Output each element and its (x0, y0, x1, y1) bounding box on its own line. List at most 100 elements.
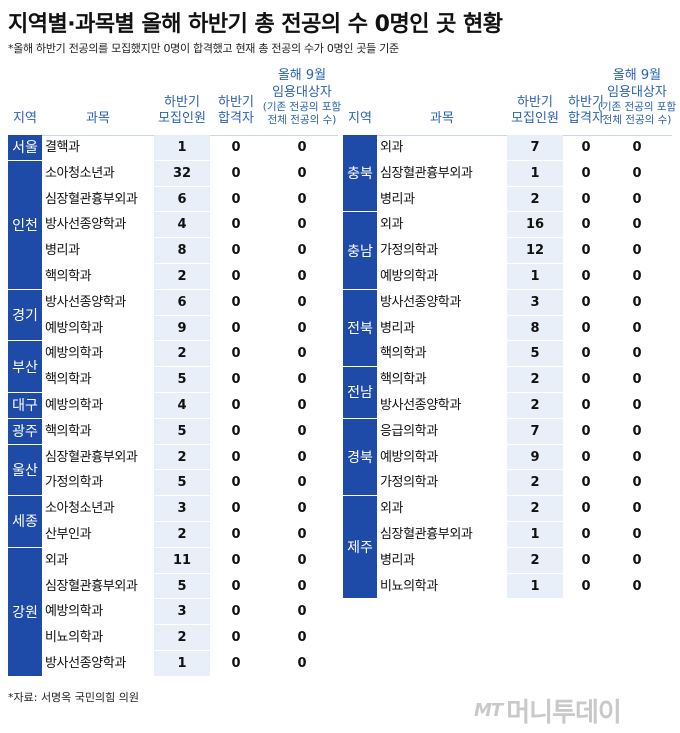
region-label: 충북 (343, 135, 377, 212)
recruit-cell: 5 (177, 475, 187, 491)
header-region: 지역 (348, 111, 372, 126)
table-row: 심장혈관흉부외과 6 0 0 (8, 187, 338, 212)
region-label: 경북 (343, 418, 377, 496)
row-separator (154, 314, 210, 316)
recruit-cell: 6 (177, 191, 187, 207)
row-separator (507, 598, 563, 600)
total-cell: 0 (297, 191, 307, 207)
table-header: 지역 과목 하반기 모집인원 하반기 합격자 올해 9월 임용대상자 (기존 전… (8, 62, 341, 136)
subject-cell: 심장혈관흉부외과 (380, 527, 473, 542)
region-label: 강원 (8, 547, 42, 676)
table-row: 산부인과 2 0 0 (8, 522, 338, 547)
total-cell: 0 (297, 578, 307, 594)
pass-cell: 0 (231, 552, 241, 568)
subject-cell: 산부인과 (45, 527, 92, 542)
subject-cell: 응급의학과 (380, 423, 438, 439)
subject-cell: 결핵과 (45, 140, 80, 155)
recruit-cell: 1 (177, 656, 187, 671)
row-separator (154, 211, 210, 213)
recruit-cell: 3 (177, 604, 187, 620)
header-september: 올해 9월 임용대상자 (기존 전공의 포함 전체 전공의 수) (597, 67, 677, 127)
table-row: 외과 2 0 0 (343, 496, 672, 521)
pass-cell: 0 (581, 243, 591, 259)
subject-cell: 핵의학과 (380, 346, 427, 362)
table-row: 방사선종양학과 3 0 0 (343, 290, 672, 315)
header-pass-line1: 하반기 (568, 95, 604, 110)
row-separator (507, 185, 563, 187)
subject-cell: 핵의학과 (45, 372, 92, 388)
total-cell: 0 (297, 552, 307, 568)
left-table: 지역 과목 하반기 모집인원 하반기 합격자 올해 9월 임용대상자 (기존 전… (8, 62, 341, 677)
header-pass: 하반기 합격자 (563, 95, 609, 127)
recruit-cell: 3 (530, 294, 540, 310)
header-pass: 하반기 합격자 (210, 95, 262, 127)
pass-cell: 0 (581, 294, 591, 310)
table-row: 결핵과 1 0 0 (8, 135, 338, 160)
logo-mark: MT (474, 700, 503, 721)
table-header: 지역 과목 하반기 모집인원 하반기 합격자 올해 9월 임용대상자 (기존 전… (343, 62, 676, 136)
table-row: 방사선종양학과 6 0 0 (8, 290, 338, 315)
recruit-cell: 4 (177, 217, 187, 233)
table-row: 예방의학과 3 0 0 (8, 599, 338, 624)
subject-cell: 핵의학과 (45, 269, 92, 284)
subject-cell: 예방의학과 (45, 346, 103, 362)
subject-cell: 외과 (380, 501, 404, 517)
subject-cell: 외과 (45, 552, 69, 568)
subject-cell: 심장혈관흉부외과 (380, 165, 473, 181)
row-separator (507, 366, 563, 368)
recruit-cell: 5 (177, 372, 187, 388)
pass-cell: 0 (581, 398, 591, 413)
logo: MT 머니투데이 (474, 692, 622, 729)
page-title: 지역별·과목별 올해 하반기 총 전공의 수 0명인 곳 현황 (8, 12, 503, 37)
recruit-cell: 32 (172, 165, 192, 181)
recruit-cell: 8 (530, 320, 540, 336)
table-row: 외과 11 0 0 (8, 548, 338, 573)
header-sept-line3: (기존 전공의 포함 (262, 101, 342, 113)
pass-cell: 0 (231, 423, 241, 439)
subject-cell: 방사선종양학과 (45, 294, 126, 310)
header-region: 지역 (13, 111, 37, 126)
table-row: 병리과 2 0 0 (343, 187, 672, 212)
region-label: 세종 (8, 496, 42, 547)
recruit-cell: 2 (530, 475, 540, 491)
row-separator (507, 211, 563, 213)
row-separator (154, 546, 210, 548)
table-row: 소아청소년과 3 0 0 (8, 496, 338, 521)
table-row: 심장혈관흉부외과 5 0 0 (8, 574, 338, 599)
recruit-cell: 16 (525, 217, 545, 233)
pass-cell: 0 (581, 165, 591, 181)
page-subtitle: *올해 하반기 전공의를 모집했지만 0명이 합격했고 현재 총 전공의 수가 … (8, 42, 399, 55)
table-row: 비뇨의학과 2 0 0 (8, 625, 338, 650)
subject-cell: 가정의학과 (45, 475, 103, 491)
row-separator (507, 469, 563, 471)
total-cell: 0 (297, 140, 307, 155)
table-row: 외과 7 0 0 (343, 135, 672, 160)
row-separator (154, 624, 210, 626)
recruit-cell: 1 (530, 165, 540, 181)
total-cell: 0 (632, 165, 642, 181)
table-row: 예방의학과 9 0 0 (343, 445, 672, 470)
total-cell: 0 (297, 243, 307, 259)
total-cell: 0 (632, 140, 642, 155)
pass-cell: 0 (231, 604, 241, 620)
total-cell: 0 (297, 423, 307, 439)
recruit-column-shade (507, 135, 563, 213)
table-row: 예방의학과 9 0 0 (8, 316, 338, 341)
header-sept-line1: 올해 9월 (277, 68, 327, 83)
pass-cell: 0 (231, 269, 241, 284)
table-row: 예방의학과 2 0 0 (8, 341, 338, 366)
pass-cell: 0 (231, 346, 241, 362)
total-cell: 0 (297, 449, 307, 465)
table-row: 방사선종양학과 4 0 0 (8, 212, 338, 237)
recruit-cell: 2 (177, 346, 187, 362)
row-separator (507, 417, 563, 419)
subject-cell: 방사선종양학과 (380, 294, 461, 310)
pass-cell: 0 (231, 140, 241, 155)
header-pass-line2: 합격자 (568, 111, 604, 126)
region-label: 부산 (8, 341, 42, 392)
recruit-cell: 8 (177, 243, 187, 259)
header-subject: 과목 (86, 111, 110, 126)
total-cell: 0 (632, 243, 642, 259)
recruit-column-shade (154, 135, 210, 161)
pass-cell: 0 (231, 656, 241, 671)
